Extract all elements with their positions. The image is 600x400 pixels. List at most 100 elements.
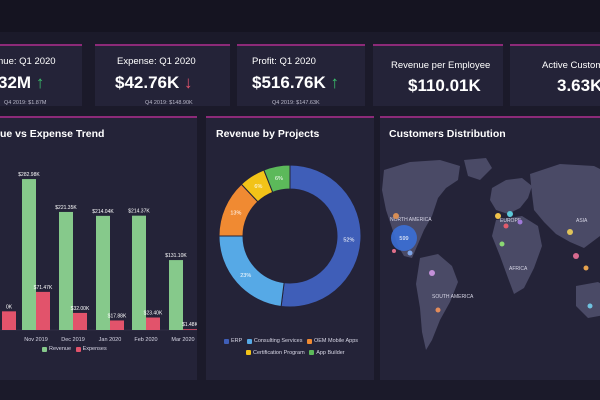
kpi-value: 3.63K — [557, 76, 600, 95]
kpi-value: 32M ↑ — [0, 73, 44, 93]
kpi-title: Revenue per Employee — [391, 60, 491, 71]
legend-swatch — [246, 350, 251, 355]
kpi-card-profit[interactable]: Profit: Q1 2020 $516.76K ↑ Q4 2019: $147… — [237, 44, 365, 106]
customer-bubble[interactable] — [587, 303, 593, 309]
map-label-africa: AFRICA — [509, 266, 528, 272]
legend-label: Consulting Services — [253, 338, 303, 344]
expense-bar — [183, 329, 197, 330]
revenue-data-label: $131.10K — [165, 253, 187, 259]
legend-item-consulting[interactable]: Consulting Services — [246, 336, 303, 346]
map-label-north-america: NORTH AMERICA — [390, 217, 432, 223]
kpi-card-revenue-per-employee[interactable]: Revenue per Employee $110.01K — [373, 44, 503, 106]
customer-bubble[interactable] — [499, 241, 505, 247]
kpi-card-active-customers[interactable]: Active Custom 3.63K — [510, 44, 600, 106]
revenue-bar — [132, 215, 146, 330]
kpi-title: Active Custom — [542, 60, 600, 71]
donut-slice — [280, 164, 362, 308]
kpi-previous: Q4 2019: $1.87M — [4, 100, 47, 106]
customer-bubble[interactable] — [503, 223, 509, 229]
legend-swatch — [42, 346, 47, 352]
customer-bubble[interactable] — [507, 211, 513, 217]
legend-label: Certification Program — [253, 349, 305, 356]
legend-label: Revenue — [49, 346, 72, 352]
kpi-value: $516.76K ↑ — [252, 73, 339, 93]
map-label-europe: EUROPE — [500, 218, 522, 224]
legend-swatch — [224, 338, 229, 344]
kpi-title: Profit: Q1 2020 — [252, 56, 316, 67]
expense-bar — [110, 320, 124, 330]
legend-label: App Builder — [316, 349, 345, 356]
arrow-up-icon: ↑ — [330, 73, 339, 92]
legend-label: Expenses — [82, 346, 107, 352]
revenue-bar — [59, 211, 73, 330]
legend-item-oem[interactable]: OEM Mobile Apps — [306, 336, 359, 346]
donut-slice — [218, 235, 285, 307]
legend-item-erp[interactable]: ERP — [224, 336, 242, 346]
trend-chart: 0K $282.98K $71.47K Nov 2019 $221.35K $32.00K… — [0, 172, 197, 343]
panel-title: ue vs Expense Trend — [0, 128, 105, 140]
kpi-value-text: $42.76K — [115, 73, 180, 92]
legend-swatch — [306, 338, 312, 344]
kpi-title: nue: Q1 2020 — [0, 56, 56, 67]
customer-bubble[interactable] — [573, 253, 579, 259]
expense-data-label: $23.40K — [144, 311, 163, 317]
customer-bubble[interactable] — [392, 249, 396, 253]
customer-bubble[interactable] — [495, 213, 501, 219]
legend-swatch — [75, 346, 81, 352]
world-map[interactable]: NORTH AMERICA SOUTH AMERICA EUROPE AFRIC… — [380, 118, 600, 380]
kpi-previous: Q4 2019: $148.90K — [145, 100, 193, 106]
revenue-bar — [22, 179, 36, 330]
arrow-up-icon: ↑ — [35, 73, 45, 92]
revenue-data-label: $214.37K — [128, 209, 150, 215]
legend-item-certification[interactable]: Certification Program — [246, 348, 305, 358]
slice-label: 52% — [343, 238, 354, 244]
customer-bubble[interactable] — [567, 229, 573, 235]
kpi-value-text: 32M — [0, 73, 32, 92]
projects-panel: Revenue by Projects 52% 23% 13% 6% 6% ERP Co… — [206, 116, 374, 380]
customer-bubble[interactable] — [583, 265, 589, 271]
panel-title: Revenue by Projects — [216, 128, 320, 140]
x-tick-label: Feb 2020 — [134, 337, 157, 343]
legend-swatch — [246, 338, 252, 344]
kpi-card-revenue[interactable]: nue: Q1 2020 32M ↑ Q4 2019: $1.87M — [0, 44, 82, 106]
panel-title: Customers Distribution — [389, 128, 506, 140]
legend-item-app-builder[interactable]: App Builder — [309, 348, 345, 358]
continent-europe — [490, 178, 532, 214]
expense-bar — [146, 317, 160, 330]
x-tick-label: Mar 2020 — [171, 337, 194, 343]
arrow-down-icon: ↓ — [184, 73, 193, 92]
legend-item-revenue[interactable]: Revenue — [42, 346, 71, 352]
revenue-data-label: $221.35K — [55, 205, 77, 211]
donut-slice — [263, 164, 291, 193]
expense-bar — [73, 312, 87, 330]
trend-panel: ue vs Expense Trend 0K $282.98K $71.47K Nov… — [0, 116, 197, 380]
projects-legend: ERP Consulting Services OEM Mobile Apps … — [224, 336, 374, 359]
expense-data-label: 0K — [6, 304, 13, 310]
legend-item-expenses[interactable]: Expenses — [75, 346, 107, 352]
expense-data-label: $17.88K — [108, 313, 127, 319]
projects-donut-chart: 52% 23% 13% 6% 6% — [218, 164, 362, 308]
x-tick-label: Jan 2020 — [99, 337, 122, 343]
kpi-title: Expense: Q1 2020 — [117, 56, 196, 67]
continent-australia — [576, 282, 600, 318]
slice-label: 13% — [230, 211, 241, 217]
customer-bubble[interactable] — [407, 250, 413, 256]
x-tick-label: Nov 2019 — [24, 337, 48, 343]
expense-bar — [2, 311, 16, 330]
x-tick-label: Dec 2019 — [61, 337, 85, 343]
expense-bar — [36, 291, 50, 330]
legend-label: OEM Mobile Apps — [313, 338, 359, 344]
continent-asia — [530, 164, 600, 248]
revenue-bar — [96, 215, 110, 330]
customer-bubble-north-america[interactable] — [391, 225, 417, 251]
kpi-value-text: $516.76K — [252, 73, 326, 92]
kpi-card-expense[interactable]: Expense: Q1 2020 $42.76K ↓ Q4 2019: $148… — [95, 44, 230, 106]
continent-greenland — [464, 158, 492, 180]
customer-bubble[interactable] — [517, 219, 523, 225]
customers-panel: Customers Distribution NORTH AMERICA SOU… — [380, 116, 600, 380]
customer-bubble[interactable] — [393, 213, 399, 219]
legend-label: ERP — [231, 338, 243, 344]
customer-bubble[interactable] — [435, 307, 441, 313]
customer-bubble[interactable] — [429, 270, 435, 276]
map-label-asia: ASIA — [576, 218, 588, 224]
